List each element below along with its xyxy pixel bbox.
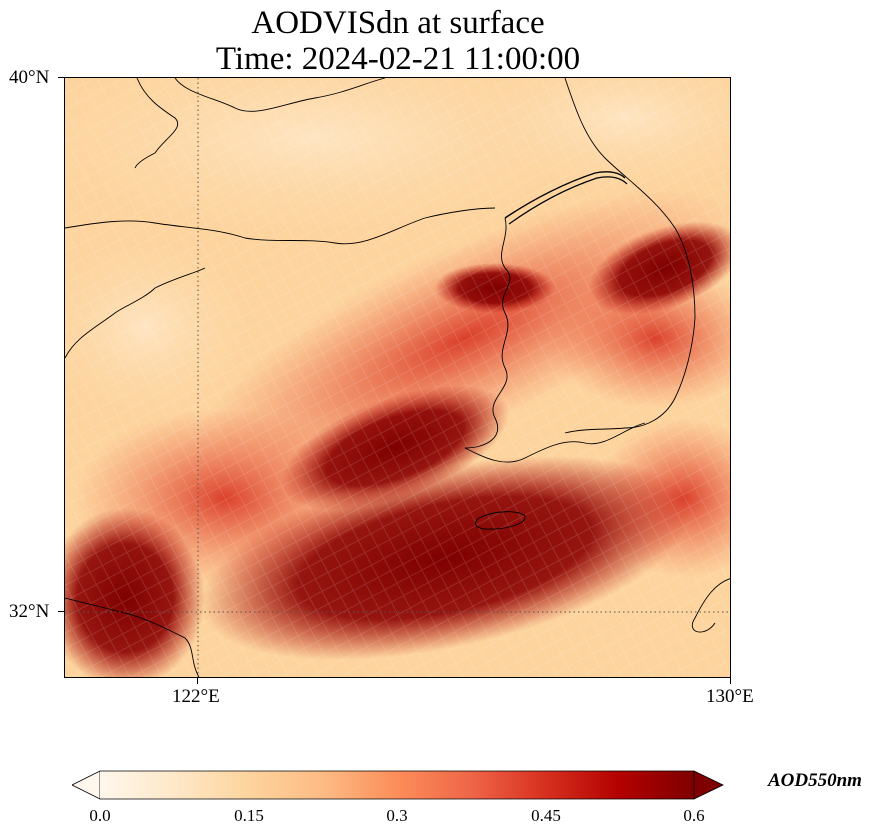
colorbar-tick-1: 0.15 [234, 806, 264, 825]
colorbar-tick-0: 0.0 [89, 806, 111, 825]
aod-map[interactable] [64, 77, 731, 678]
lat-label-32n: 32°N [9, 601, 50, 622]
coastline-korea-east [564, 78, 696, 434]
lon-label-122e: 122°E [172, 686, 220, 707]
coastline-japan [692, 578, 730, 633]
pixel-texture [65, 78, 730, 677]
coastline-korea-south [464, 422, 646, 463]
lon-tick-130e [730, 678, 731, 684]
colorbar-extend-low [72, 770, 101, 800]
coastline-shandong [65, 207, 496, 245]
dmz-line [504, 171, 626, 219]
colorbar-tick-3: 0.45 [531, 806, 561, 825]
coastline-china-south [65, 597, 200, 677]
colorbar-ramp [100, 771, 694, 799]
gridlines [65, 78, 730, 677]
coastline-west [65, 267, 206, 359]
lon-label-130e: 130°E [706, 686, 754, 707]
colorbar [72, 770, 724, 800]
colorbar-extend-high [693, 770, 724, 800]
coastlines [65, 78, 730, 677]
lat-tick-40n [58, 77, 64, 78]
lat-tick-32n [58, 611, 64, 612]
lon-tick-122e [197, 678, 198, 684]
colorbar-tick-2: 0.3 [386, 806, 408, 825]
map-title: AODVISdn at surface [251, 5, 545, 41]
lat-label-40n: 40°N [9, 67, 50, 88]
coastline-liaodong [134, 78, 178, 169]
colorbar-label: AOD550nm [768, 770, 862, 791]
jeju-island [475, 511, 526, 530]
colorbar-tick-4: 0.6 [683, 806, 705, 825]
coastline-bohai-north [174, 78, 386, 112]
coastline-korea-west [464, 217, 511, 449]
map-time-subtitle: Time: 2024-02-21 11:00:00 [215, 41, 581, 77]
